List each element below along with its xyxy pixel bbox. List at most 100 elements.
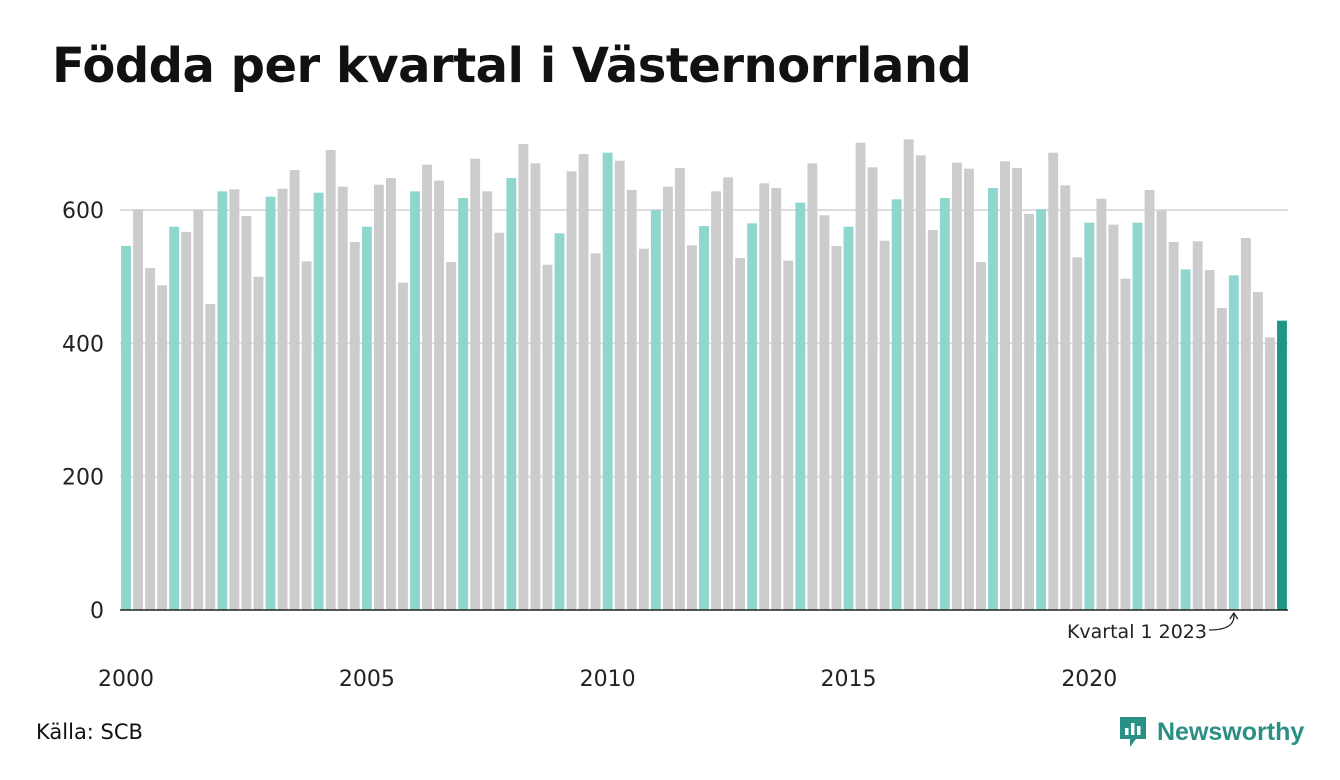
y-tick-label: 200 bbox=[62, 466, 104, 491]
bar-2023-k3 bbox=[1252, 292, 1263, 610]
bar-2015-k4 bbox=[879, 240, 890, 611]
bar-2016-k4 bbox=[927, 230, 938, 610]
bar-2008-k4 bbox=[542, 264, 553, 610]
bar-2006-k3 bbox=[434, 180, 445, 611]
bar-2016-k1 bbox=[891, 199, 902, 610]
bar-2019-k4 bbox=[1072, 257, 1083, 610]
bar-2017-k4 bbox=[976, 262, 986, 610]
bar-2007-k1 bbox=[458, 198, 469, 610]
bar-2000-k3 bbox=[145, 268, 156, 610]
bar-2021-k3 bbox=[1156, 210, 1167, 611]
bar-2016-k3 bbox=[915, 155, 926, 610]
bar-2008-k1 bbox=[506, 178, 517, 610]
bar-2011-k1 bbox=[650, 210, 661, 610]
bar-2002-k2 bbox=[229, 189, 240, 610]
bar-2023-k1 bbox=[1228, 275, 1239, 610]
bar-2013-k4 bbox=[783, 260, 794, 610]
bar-2012-k2 bbox=[711, 191, 721, 610]
bar-2006-k1 bbox=[410, 191, 420, 610]
bar-2019-k3 bbox=[1060, 185, 1071, 610]
bar-2021-k4 bbox=[1168, 242, 1179, 610]
x-tick-label: 2010 bbox=[580, 667, 636, 692]
bar-2020-k4 bbox=[1120, 278, 1131, 610]
axes: 0 200 400 600 2000 2005 2010 2015 2020 bbox=[62, 199, 1288, 692]
bar-2015-k1 bbox=[843, 226, 854, 611]
bar-2000-k4 bbox=[157, 285, 168, 610]
bar-2000-k1 bbox=[121, 246, 131, 610]
bar-2003-k2 bbox=[277, 188, 288, 611]
bar-2003-k1 bbox=[265, 196, 276, 611]
bar-2014-k3 bbox=[819, 215, 830, 610]
bar-2004-k1 bbox=[313, 192, 324, 611]
bar-2008-k3 bbox=[530, 163, 541, 610]
bar-2002-k1 bbox=[217, 191, 228, 610]
x-tick-label: 2020 bbox=[1061, 667, 1117, 692]
bar-2001-k4 bbox=[205, 304, 216, 610]
bar-2012-k4 bbox=[735, 258, 746, 610]
bar-2005-k1 bbox=[361, 226, 372, 611]
x-tick-label: 2005 bbox=[339, 667, 395, 692]
bar-2022-k4 bbox=[1216, 308, 1227, 610]
bar-2017-k2 bbox=[951, 162, 962, 611]
bar-2006-k2 bbox=[422, 164, 432, 611]
bar-2010-k3 bbox=[626, 190, 637, 610]
bar-2011-k3 bbox=[674, 168, 685, 610]
bar-2014-k2 bbox=[807, 163, 818, 610]
source-note: Källa: SCB bbox=[36, 720, 143, 744]
bar-2011-k4 bbox=[687, 245, 697, 610]
bar-2019-k2 bbox=[1048, 152, 1059, 611]
bar-2019-k1 bbox=[1036, 209, 1047, 610]
bar-2001-k1 bbox=[169, 226, 180, 611]
bar-2017-k3 bbox=[963, 168, 974, 611]
bar-2003-k3 bbox=[289, 170, 300, 610]
bar-2024-k1 bbox=[1277, 320, 1287, 610]
bar-2018-k3 bbox=[1012, 168, 1023, 610]
bar-2020-k2 bbox=[1096, 198, 1107, 611]
bar-2012-k1 bbox=[699, 226, 709, 610]
bar-2023-k2 bbox=[1240, 238, 1251, 610]
bar-2007-k2 bbox=[470, 158, 481, 611]
bar-2004-k3 bbox=[337, 186, 348, 611]
bar-2010-k4 bbox=[638, 248, 649, 611]
annotation-arrowhead bbox=[1229, 611, 1239, 620]
annotation-arrow bbox=[1208, 613, 1235, 631]
bar-2020-k1 bbox=[1084, 222, 1095, 611]
bar-2022-k1 bbox=[1180, 269, 1191, 610]
bar-2023-k4 bbox=[1265, 337, 1275, 610]
bar-2020-k3 bbox=[1108, 224, 1119, 611]
bar-2005-k4 bbox=[398, 282, 408, 610]
bar-2012-k3 bbox=[723, 177, 734, 610]
bar-2014-k1 bbox=[795, 202, 806, 611]
bar-2018-k1 bbox=[988, 188, 998, 610]
annotation: Kvartal 1 2023 bbox=[1067, 611, 1239, 643]
bar-2006-k4 bbox=[446, 262, 457, 610]
bar-2002-k3 bbox=[241, 216, 252, 610]
bar-2013-k3 bbox=[771, 188, 782, 610]
bar-2003-k4 bbox=[301, 261, 312, 610]
newsworthy-logo-icon bbox=[1120, 717, 1146, 747]
bar-2009-k3 bbox=[578, 154, 589, 610]
brand: Newsworthy bbox=[1117, 714, 1304, 750]
bar-2014-k4 bbox=[831, 246, 842, 610]
bar-2015-k3 bbox=[867, 167, 878, 610]
bar-2009-k1 bbox=[554, 233, 565, 610]
y-tick-label: 0 bbox=[90, 599, 104, 624]
x-tick-label: 2015 bbox=[820, 667, 876, 692]
bar-2018-k2 bbox=[1000, 161, 1010, 610]
bar-2009-k4 bbox=[590, 253, 601, 610]
bar-2018-k4 bbox=[1024, 214, 1035, 610]
annotation-label: Kvartal 1 2023 bbox=[1067, 621, 1207, 643]
y-tick-label: 600 bbox=[62, 199, 104, 224]
bar-2008-k2 bbox=[518, 144, 529, 610]
bar-2011-k2 bbox=[662, 186, 673, 611]
bar-2000-k2 bbox=[133, 209, 143, 610]
brand-name: Newsworthy bbox=[1157, 717, 1305, 746]
bar-2022-k2 bbox=[1192, 241, 1203, 610]
bar-2015-k2 bbox=[855, 142, 866, 611]
bar-2021-k2 bbox=[1144, 190, 1155, 610]
bar-2007-k4 bbox=[494, 232, 505, 611]
bar-2004-k4 bbox=[349, 242, 360, 610]
x-tick-label: 2000 bbox=[98, 667, 154, 692]
bar-2005-k2 bbox=[373, 184, 384, 611]
